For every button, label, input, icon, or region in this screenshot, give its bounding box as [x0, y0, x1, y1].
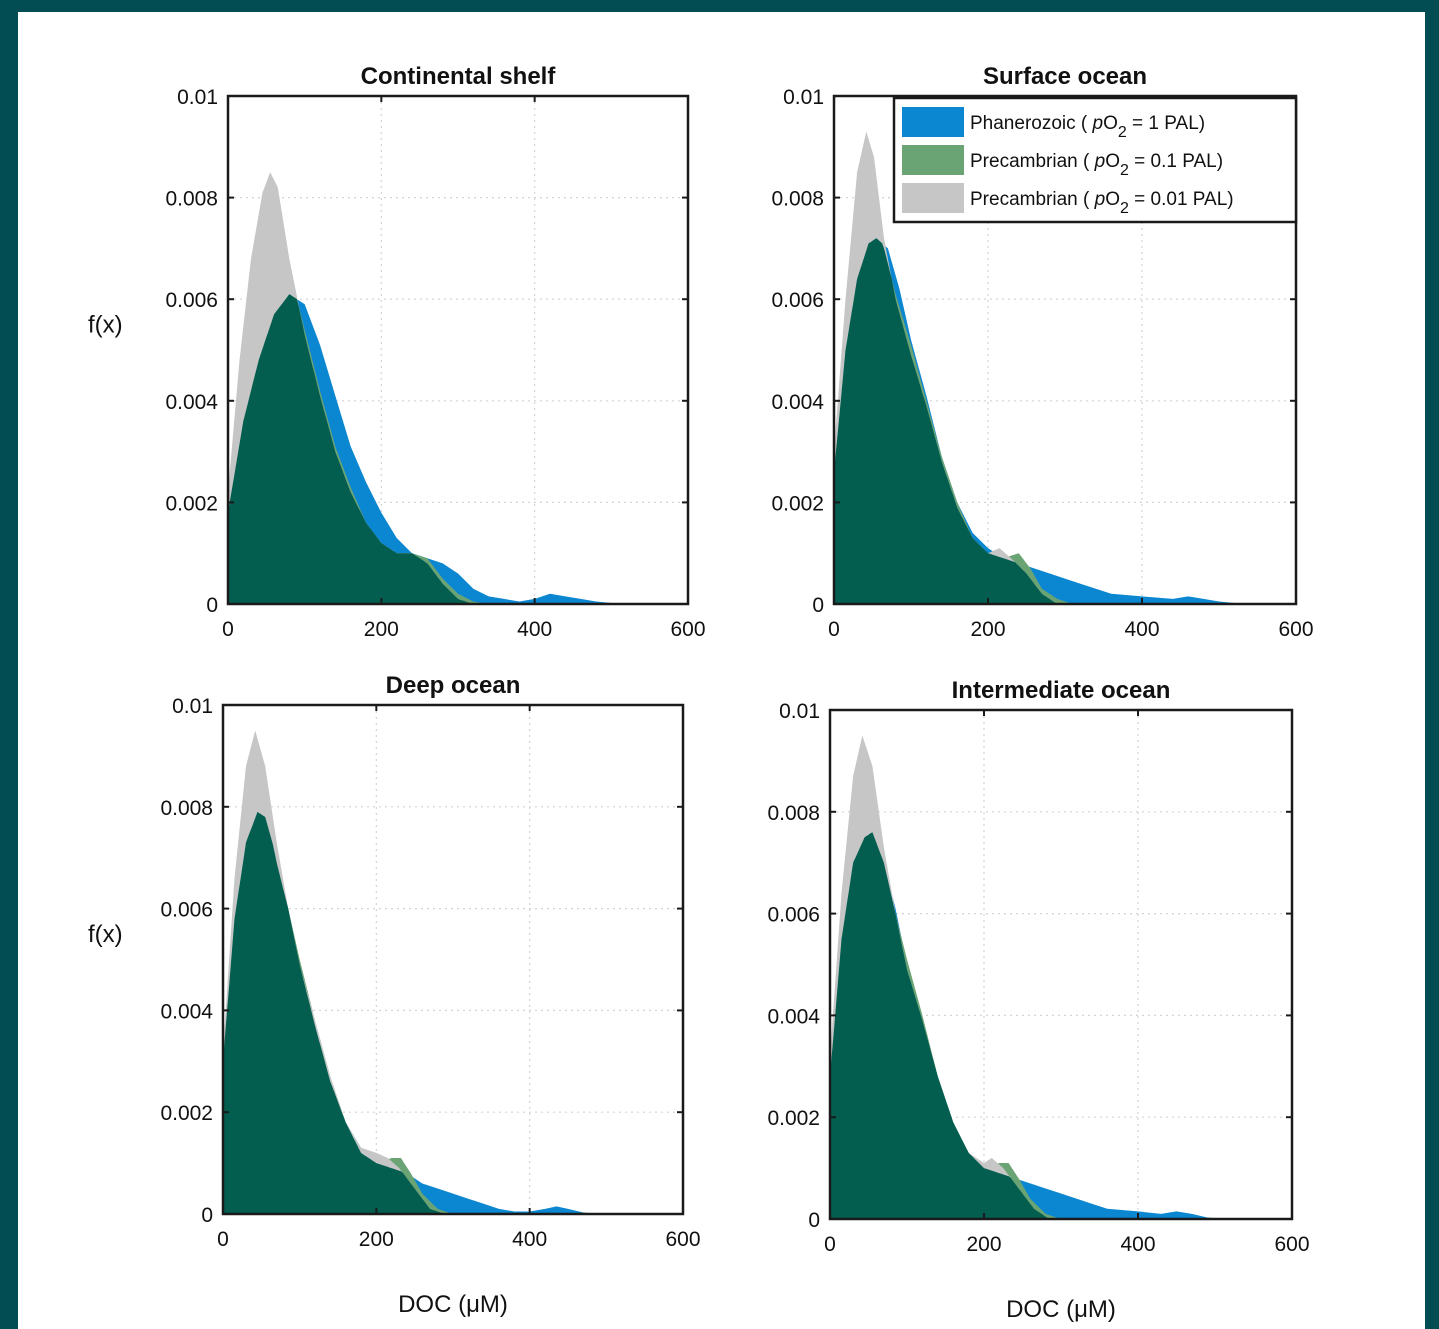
legend-label-sub: 2 — [1120, 162, 1129, 179]
chart-title: Deep ocean — [386, 672, 521, 699]
legend-label-prefix: Phanerozoic ( — [970, 113, 1093, 134]
legend-swatch-phanerozoic — [902, 107, 964, 137]
x-tick-label: 0 — [222, 618, 234, 641]
x-tick-label: 600 — [665, 1228, 700, 1251]
y-tick-label: 0.006 — [165, 289, 218, 312]
chart-title: Continental shelf — [361, 63, 557, 90]
chart-title: Surface ocean — [983, 63, 1147, 90]
plot-series — [223, 730, 683, 1214]
y-tick-label: 0 — [812, 594, 824, 617]
legend-swatch-precambrian_001 — [902, 183, 964, 213]
y-tick-label: 0.002 — [771, 492, 824, 515]
y-tick-label: 0.006 — [160, 899, 213, 922]
plot-frame — [832, 94, 1298, 606]
legend-label-precambrian_001: Precambrian ( pO2 = 0.01 PAL) — [970, 189, 1234, 217]
y-axis-label: f(x) — [88, 921, 123, 948]
chart-figure: 0 200 400 60000.0020.0040.0060.0080.01Conti… — [88, 63, 1314, 1323]
x-tick-label: 200 — [364, 618, 399, 641]
chart-title: Intermediate ocean — [952, 677, 1171, 704]
legend-label-precambrian_01: Precambrian ( pO2 = 0.1 PAL) — [970, 151, 1223, 179]
legend-label-prefix: Precambrian ( — [970, 151, 1095, 172]
x-axis-label: DOC (μM) — [1006, 1296, 1116, 1323]
x-tick-label: 0 — [828, 618, 840, 641]
legend-label-sub: 2 — [1118, 124, 1127, 141]
chart-panel-1: 0 200 400 600 0 0.002 0.004 0.006 0.008 0.01 Conti… — [88, 63, 706, 641]
x-tick-label: 400 — [512, 1228, 547, 1251]
y-tick-label: 0.008 — [165, 188, 218, 211]
x-tick-label: 200 — [966, 1233, 1001, 1256]
legend-swatch-precambrian_01 — [902, 145, 964, 175]
y-tick-label: 0.002 — [767, 1107, 820, 1130]
legend-label-var: p — [1094, 151, 1106, 172]
legend-label-var2: O — [1103, 113, 1118, 134]
legend: Phanerozoic ( pO2 = 1 PAL)Precambrian ( … — [892, 96, 1298, 224]
legend-label-sub: 2 — [1120, 200, 1129, 217]
y-tick-label: 0.002 — [160, 1102, 213, 1125]
y-tick-label: 0.002 — [165, 492, 218, 515]
area-overlap — [223, 811, 683, 1214]
legend-label-suffix: = 0.01 PAL) — [1129, 189, 1234, 210]
y-tick-label: 0.01 — [779, 700, 820, 723]
x-axis-label: DOC (μM) — [398, 1291, 508, 1318]
y-tick-label: 0.004 — [160, 1000, 213, 1023]
x-tick-label: 600 — [1274, 1233, 1309, 1256]
y-tick-label: 0.004 — [767, 1005, 820, 1028]
x-tick-label: 400 — [1124, 618, 1159, 641]
y-tick-label: 0.01 — [783, 86, 824, 109]
legend-label-suffix: = 1 PAL) — [1127, 113, 1205, 134]
y-tick-label: 0.008 — [767, 802, 820, 825]
y-tick-label: 0 — [808, 1209, 820, 1232]
x-tick-label: 200 — [970, 618, 1005, 641]
x-tick-label: 400 — [517, 618, 552, 641]
plot-frame — [226, 94, 690, 606]
legend-label-var2: O — [1105, 189, 1120, 210]
y-tick-label: 0 — [206, 594, 218, 617]
y-tick-label: 0.006 — [767, 904, 820, 927]
y-axis-label: f(x) — [88, 312, 123, 339]
area-overlap — [834, 238, 1296, 604]
y-tick-label: 0.008 — [771, 188, 824, 211]
plot-series — [228, 172, 688, 604]
legend-label-var: p — [1094, 189, 1106, 210]
chart-panel-3: 0 200 400 600 0 0.002 0.004 0.006 0.008 0.01 Deep … — [88, 672, 701, 1318]
y-tick-label: 0.004 — [165, 391, 218, 414]
x-tick-label: 0 — [217, 1228, 229, 1251]
legend-label-suffix: = 0.1 PAL) — [1129, 151, 1223, 172]
y-tick-label: 0.004 — [771, 391, 824, 414]
plot-series — [834, 131, 1296, 604]
plot-series — [830, 735, 1292, 1219]
plot-frame — [828, 708, 1294, 1221]
area-overlap — [830, 832, 1292, 1219]
legend-label-var2: O — [1105, 151, 1120, 172]
y-tick-label: 0.01 — [172, 695, 213, 718]
legend-label-phanerozoic: Phanerozoic ( pO2 = 1 PAL) — [970, 113, 1205, 141]
y-tick-label: 0 — [201, 1204, 213, 1227]
plot-frame — [221, 703, 685, 1216]
x-tick-label: 400 — [1120, 1233, 1155, 1256]
y-tick-label: 0.006 — [771, 289, 824, 312]
y-tick-label: 0.01 — [177, 86, 218, 109]
x-tick-label: 200 — [359, 1228, 394, 1251]
area-overlap — [228, 294, 688, 604]
x-tick-label: 600 — [1278, 618, 1313, 641]
legend-label-var: p — [1092, 113, 1104, 134]
x-tick-label: 600 — [670, 618, 705, 641]
x-tick-label: 0 — [824, 1233, 836, 1256]
chart-panel-4: 0 200 400 600 0 0.002 0.004 0.006 0.008 0.01 Inter… — [767, 677, 1309, 1323]
legend-label-prefix: Precambrian ( — [970, 189, 1095, 210]
y-tick-label: 0.008 — [160, 797, 213, 820]
figure-panel: 0 200 400 600 0 0.002 0.004 0.006 0.008 0.01 Conti… — [18, 12, 1425, 1329]
